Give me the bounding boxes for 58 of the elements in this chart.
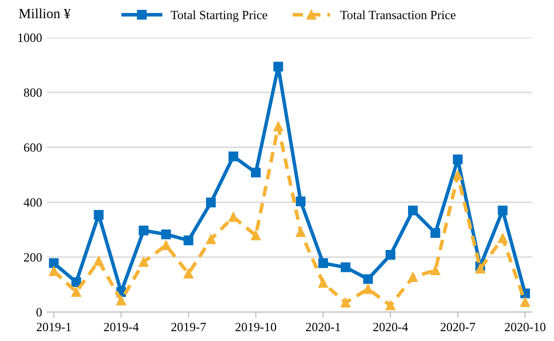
x-tick-label: 2020-4 xyxy=(373,322,408,332)
y-tick-label: 0 xyxy=(36,308,42,316)
point xyxy=(228,212,238,222)
point xyxy=(48,258,59,268)
point xyxy=(71,287,82,297)
point xyxy=(296,196,306,206)
legend-label: Total Transaction Price xyxy=(340,10,456,20)
point xyxy=(408,206,418,216)
point xyxy=(386,300,396,310)
point xyxy=(138,226,148,236)
x-tick-label: 2020-1 xyxy=(306,322,340,332)
point xyxy=(386,250,396,260)
point xyxy=(296,227,306,237)
point xyxy=(273,122,284,132)
y-axis-title: Million ¥ xyxy=(19,8,71,18)
x-tick-label: 2019-10 xyxy=(236,322,276,332)
point xyxy=(94,210,104,220)
point xyxy=(250,168,261,178)
point xyxy=(340,262,350,272)
x-tick-label: 2020-10 xyxy=(504,322,546,332)
point xyxy=(48,266,59,276)
point xyxy=(430,265,440,276)
point xyxy=(452,154,463,164)
y-tick-label: 200 xyxy=(24,253,42,262)
point xyxy=(71,277,82,287)
point xyxy=(340,298,350,308)
point xyxy=(498,233,508,244)
point xyxy=(184,268,194,278)
y-tick-label: 600 xyxy=(24,143,42,152)
point xyxy=(452,170,463,180)
point xyxy=(184,236,194,246)
y-tick-label: 1000 xyxy=(18,34,42,42)
x-tick-label: 2020-7 xyxy=(440,322,476,332)
point xyxy=(498,206,508,216)
x-tick-label: 2019-7 xyxy=(171,322,206,332)
x-tick-label: 2019-4 xyxy=(104,322,139,332)
point xyxy=(273,62,284,72)
legend-label: Total Starting Price xyxy=(170,10,268,22)
point xyxy=(138,257,148,267)
y-tick-label: 800 xyxy=(24,88,42,97)
point xyxy=(475,264,486,274)
point xyxy=(206,234,216,244)
point xyxy=(161,240,171,250)
point xyxy=(430,228,440,238)
point xyxy=(94,256,104,266)
point xyxy=(318,258,328,268)
point xyxy=(228,152,238,162)
point xyxy=(363,274,373,284)
point xyxy=(250,230,261,240)
y-tick-label: 400 xyxy=(24,198,42,207)
point xyxy=(318,278,328,288)
point xyxy=(161,229,171,240)
point xyxy=(116,296,126,306)
x-tick-label: 2019-1 xyxy=(36,322,71,332)
point xyxy=(520,297,530,307)
point xyxy=(363,284,373,294)
point xyxy=(408,272,418,282)
point xyxy=(206,198,216,208)
